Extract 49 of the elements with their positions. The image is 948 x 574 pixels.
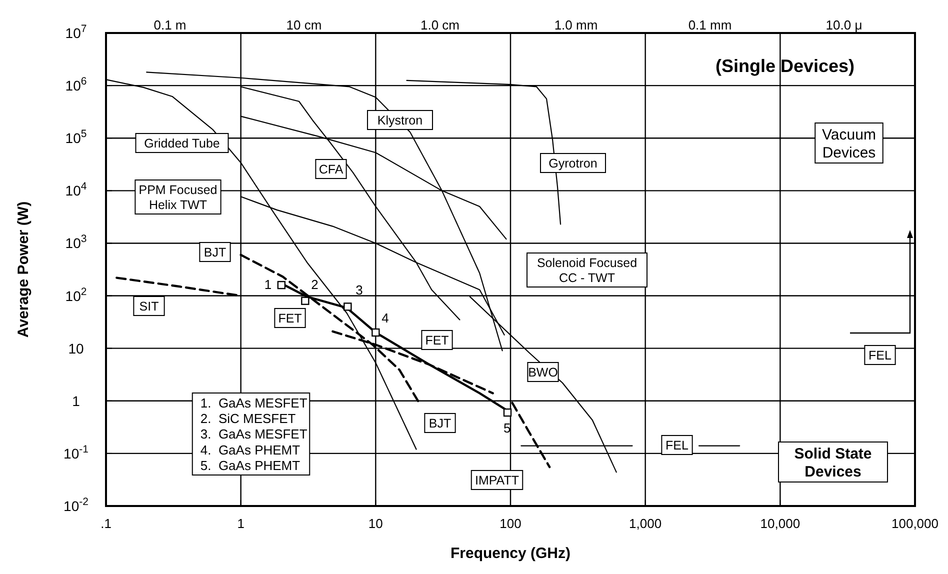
- x-tick-label: 1,000: [629, 516, 662, 531]
- y-tick-label: 10$^{4}$: [65, 180, 87, 199]
- annotation: BJT: [204, 246, 226, 260]
- text: 0.1 m: [154, 18, 186, 33]
- annotation: FEL: [666, 438, 689, 452]
- text: 0.1 mm: [688, 18, 732, 33]
- annotation: BJT: [428, 416, 452, 430]
- annotation: 1. GaAs MESFET 2. SiC MESFET 3. GaAs MESFET 4. GaAs PHEMT 5. GaAs PHEMT: [200, 395, 308, 473]
- annotation: Gridded Tube: [144, 136, 220, 150]
- annotation: Solenoid Focused CC - TWT: [536, 256, 638, 285]
- annotation: 3: [356, 282, 363, 298]
- y-tick-label: 10$^{5}$: [65, 128, 87, 146]
- x-tick-label: 100: [500, 516, 522, 531]
- annotation: Solid State Devices: [794, 445, 872, 480]
- x-tick-label: 1: [237, 516, 244, 531]
- text: 1.0 mm: [554, 18, 598, 33]
- text: 10 cm: [286, 18, 322, 33]
- y-tick-label: 10$^{-2}$: [64, 496, 89, 514]
- x-tick-label: 10,000: [760, 516, 800, 531]
- x-tick-label: 100,000: [892, 516, 938, 531]
- annotation: Klystron: [377, 114, 423, 128]
- y-tick-label: 10: [68, 340, 84, 356]
- y-tick-label: 10$^{6}$: [65, 76, 87, 94]
- y-axis-title: Average Power (W): [15, 201, 32, 338]
- annotation: PPM Focused Helix TWT: [138, 183, 218, 212]
- annotation: 2: [311, 276, 318, 292]
- annotation: Vacuum Devices: [822, 126, 876, 162]
- text: (Single Devices): [715, 56, 855, 76]
- annotation: 1: [264, 277, 272, 292]
- y-tick-label: 10$^{3}$: [65, 233, 87, 252]
- annotation: 5: [503, 420, 511, 436]
- y-tick-label: 10$^{7}$: [65, 23, 87, 41]
- annotation: SIT: [139, 300, 160, 314]
- annotation: Gyrotron: [548, 156, 598, 170]
- annotation: 4: [382, 310, 389, 326]
- annotation: IMPATT: [475, 474, 520, 488]
- annotation: BWO: [528, 366, 558, 380]
- text: 10.0 μ: [826, 18, 862, 33]
- annotation: CFA: [318, 162, 344, 176]
- text: 1.0 cm: [420, 18, 460, 33]
- x-tick-label: .1: [100, 516, 112, 531]
- y-tick-label: 1: [72, 392, 80, 409]
- y-tick-label: 10$^{2}$: [65, 286, 87, 304]
- x-axis-title: Frequency (GHz): [450, 545, 571, 562]
- y-tick-label: 10$^{-1}$: [64, 443, 89, 462]
- annotation: FEL: [868, 348, 892, 362]
- x-tick-label: 10: [368, 516, 383, 531]
- annotation: FET: [278, 312, 302, 326]
- annotation: FET: [425, 334, 450, 348]
